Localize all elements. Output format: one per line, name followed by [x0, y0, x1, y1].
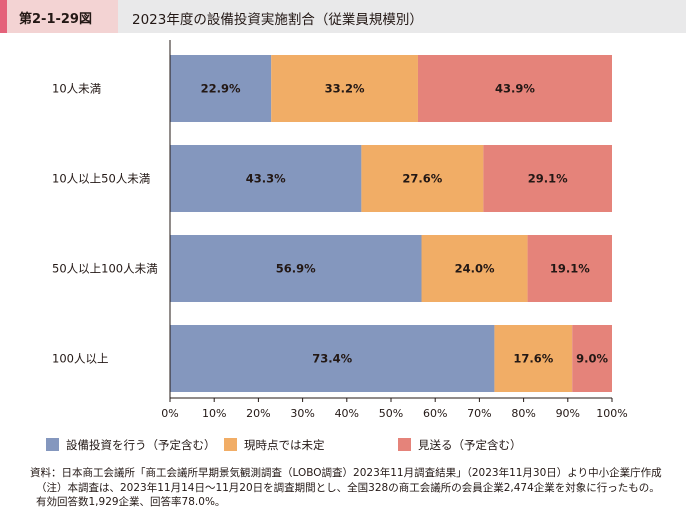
data-label: 17.6% — [513, 352, 553, 366]
figure-number: 第2-1-29図 — [19, 12, 92, 27]
x-tick-label: 40% — [335, 407, 359, 420]
chart-notes: 資料：日本商工会議所「商工会議所早期景気観測調査（LOBO調査）2023年11月… — [30, 466, 666, 510]
bar-segment — [572, 325, 612, 392]
category-label: 10人以上50人未満 — [52, 172, 150, 186]
data-label: 43.9% — [495, 82, 535, 96]
x-tick-label: 90% — [556, 407, 580, 420]
data-label: 22.9% — [201, 82, 241, 96]
figure-header: 第2-1-29図 2023年度の設備投資実施割合（従業員規模別） — [0, 0, 686, 33]
legend-label-undecided: 現時点では未定 — [244, 438, 325, 452]
legend-label-postpone: 見送る（予定含む） — [418, 438, 522, 452]
bar-segment — [170, 145, 362, 212]
bar-segment — [527, 235, 612, 302]
x-tick-label: 80% — [511, 407, 535, 420]
bar-segment — [271, 55, 418, 122]
data-label: 29.1% — [528, 172, 568, 186]
legend-swatch-postpone — [398, 438, 411, 451]
figure-number-tag: 第2-1-29図 — [0, 0, 118, 33]
figure-title: 2023年度の設備投資実施割合（従業員規模別） — [132, 12, 423, 28]
data-label: 24.0% — [455, 262, 495, 276]
x-tick-label: 100% — [596, 407, 627, 420]
legend-swatch-undecided — [224, 438, 237, 451]
bar-segment — [494, 325, 573, 392]
stacked-bar-chart: 10人未満 22.9% 33.2% 43.9% 10人以上50人未満 43.3% 27.6%… — [52, 40, 628, 420]
x-tick-label: 20% — [246, 407, 270, 420]
data-label: 33.2% — [325, 82, 365, 96]
data-label: 19.1% — [550, 262, 590, 276]
x-tick-label: 30% — [290, 407, 314, 420]
x-tick-label: 10% — [202, 407, 226, 420]
bar-segment — [170, 325, 495, 392]
x-tick-label: 50% — [379, 407, 403, 420]
survey-note: （注）本調査は、2023年11月14日～11月20日を調査期間とし、全国328の… — [36, 481, 660, 509]
legend-swatch-invest — [46, 438, 59, 451]
x-tick-label: 60% — [423, 407, 447, 420]
x-tick-label: 70% — [467, 407, 491, 420]
data-label: 56.9% — [276, 262, 316, 276]
data-label: 27.6% — [402, 172, 442, 186]
bar-segment — [361, 145, 484, 212]
category-label: 50人以上100人未満 — [52, 262, 158, 276]
bar-segment — [483, 145, 612, 212]
x-tick-label: 0% — [161, 407, 178, 420]
data-label: 73.4% — [312, 352, 352, 366]
data-label: 43.3% — [246, 172, 286, 186]
bar-segment — [417, 55, 612, 122]
bar-segment — [170, 55, 272, 122]
bar-segment — [421, 235, 528, 302]
bar-segment — [170, 235, 422, 302]
data-label: 9.0% — [576, 352, 608, 366]
category-label: 10人未満 — [52, 82, 101, 96]
category-label: 100人以上 — [52, 352, 108, 366]
legend-label-invest: 設備投資を行う（予定含む） — [66, 438, 216, 452]
source-note: 資料：日本商工会議所「商工会議所早期景気観測調査（LOBO調査）2023年11月… — [30, 467, 662, 479]
